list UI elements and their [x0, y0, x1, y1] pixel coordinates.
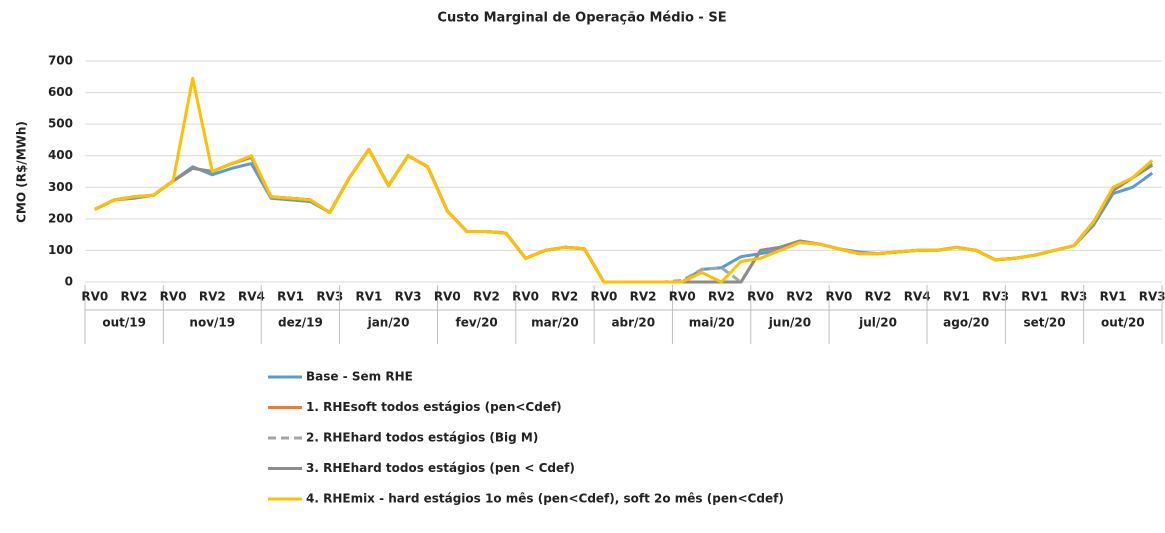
- x-group-label: nov/19: [189, 316, 235, 330]
- x-tick-label: RV3: [395, 290, 422, 304]
- x-tick-label: RV2: [786, 290, 813, 304]
- y-axis-label: CMO (R$/MWh): [15, 121, 29, 223]
- legend-label: 3. RHEhard todos estágios (pen < Cdef): [306, 461, 575, 475]
- x-tick-label: RV1: [1100, 290, 1127, 304]
- chart-title: Custo Marginal de Operação Médio - SE: [437, 11, 726, 26]
- x-group-label: jun/20: [768, 316, 811, 330]
- x-tick-label: RV0: [825, 290, 852, 304]
- x-tick-label: RV0: [669, 290, 696, 304]
- legend-label: 4. RHEmix - hard estágios 1o mês (pen<Cd…: [306, 492, 784, 506]
- x-tick-label: RV0: [590, 290, 617, 304]
- y-tick-label: 600: [48, 85, 73, 99]
- x-group-label: jul/20: [858, 316, 897, 330]
- x-tick-label: RV3: [1139, 290, 1165, 304]
- x-tick-label: RV0: [160, 290, 187, 304]
- x-tick-label: RV4: [904, 290, 931, 304]
- x-tick-label: RV2: [121, 290, 148, 304]
- x-tick-label: RV2: [551, 290, 578, 304]
- x-tick-label: RV1: [943, 290, 970, 304]
- x-group-label: fev/20: [456, 316, 498, 330]
- x-group-label: out/20: [1101, 316, 1145, 330]
- x-tick-label: RV2: [473, 290, 500, 304]
- x-group-label: mai/20: [689, 316, 735, 330]
- x-tick-label: RV3: [316, 290, 343, 304]
- x-group-label: set/20: [1023, 316, 1065, 330]
- x-group-label: mar/20: [531, 316, 579, 330]
- y-tick-label: 700: [48, 54, 73, 68]
- x-group-label: ago/20: [943, 316, 989, 330]
- x-tick-label: RV1: [277, 290, 304, 304]
- legend-label: Base - Sem RHE: [306, 370, 413, 384]
- y-tick-label: 0: [65, 275, 73, 289]
- y-tick-label: 100: [48, 243, 73, 257]
- x-tick-label: RV2: [708, 290, 735, 304]
- x-tick-label: RV1: [355, 290, 382, 304]
- x-tick-label: RV0: [747, 290, 774, 304]
- x-tick-label: RV0: [81, 290, 108, 304]
- y-tick-label: 500: [48, 117, 73, 131]
- series-line: [94, 147, 1154, 284]
- x-tick-label: RV3: [1060, 290, 1087, 304]
- x-tick-label: RV2: [865, 290, 892, 304]
- series-line: [94, 76, 1154, 284]
- x-group-label: dez/19: [278, 316, 323, 330]
- x-tick-label: RV0: [434, 290, 461, 304]
- x-tick-label: RV0: [512, 290, 539, 304]
- y-tick-label: 200: [48, 211, 73, 225]
- legend-label: 2. RHEhard todos estágios (Big M): [306, 431, 538, 445]
- x-tick-label: RV2: [630, 290, 657, 304]
- x-group-label: jan/20: [367, 316, 410, 330]
- x-group-label: abr/20: [611, 316, 655, 330]
- legend-label: 1. RHEsoft todos estágios (pen<Cdef): [306, 400, 562, 414]
- x-tick-label: RV1: [1021, 290, 1048, 304]
- x-tick-label: RV3: [982, 290, 1009, 304]
- x-tick-label: RV4: [238, 290, 265, 304]
- y-tick-label: 400: [48, 148, 73, 162]
- x-tick-label: RV2: [199, 290, 226, 304]
- x-group-label: out/19: [102, 316, 146, 330]
- y-tick-label: 300: [48, 180, 73, 194]
